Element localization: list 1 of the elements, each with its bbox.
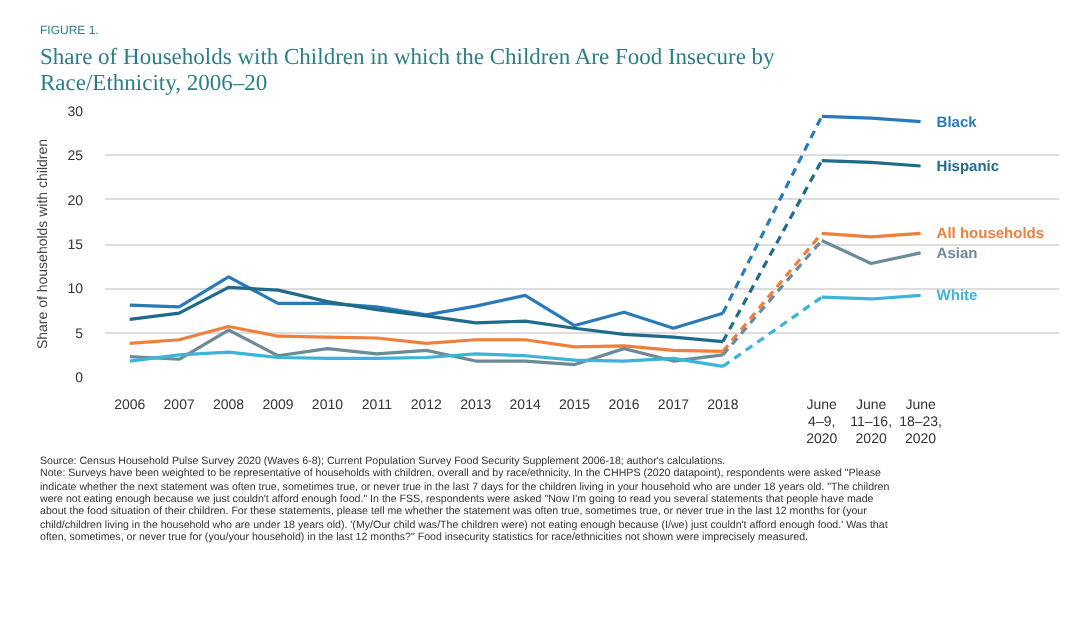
chart-title: Share of Households with Children in which the Children Are Food Insecure by Race/Ethnicity, 2006–20 (40, 45, 777, 98)
